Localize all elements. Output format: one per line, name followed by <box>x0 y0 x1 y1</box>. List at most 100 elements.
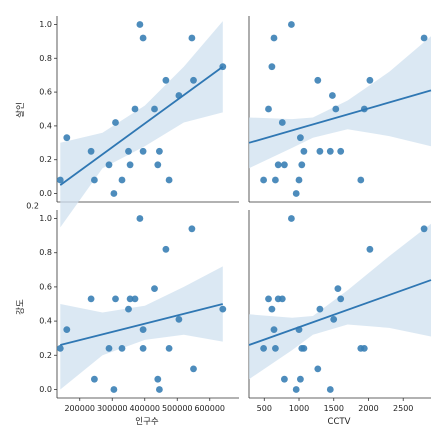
y-tick-label: 1.0 <box>39 20 52 29</box>
data-point <box>268 63 276 71</box>
data-point <box>281 161 288 169</box>
data-point <box>175 316 183 323</box>
data-point <box>337 147 345 155</box>
data-point <box>56 345 64 352</box>
data-point <box>110 386 118 393</box>
data-point <box>300 345 308 352</box>
confidence-band <box>249 36 431 169</box>
data-point <box>272 345 279 352</box>
stray-tick-label: 0.2 <box>26 202 39 211</box>
data-point <box>165 176 173 184</box>
y-tick-label: 0.2 <box>39 155 52 164</box>
data-point <box>326 386 334 393</box>
y-tick-label: 0.2 <box>39 351 52 360</box>
data-point <box>105 345 113 352</box>
data-point <box>288 215 295 222</box>
data-point <box>357 176 365 184</box>
y-tick-label: 1.0 <box>39 214 52 223</box>
panels: 0.0 0.2 0.4 0.6 0.8 1.0 0.0 0.2 0.4 0.6 0.8 1.0 2000… <box>39 16 432 413</box>
data-point <box>265 105 272 113</box>
data-point <box>420 34 428 42</box>
data-point <box>366 76 374 84</box>
x-axis-label-left: 인구수 <box>135 416 159 427</box>
data-point <box>139 345 147 352</box>
y-tick-label: 0.0 <box>39 189 52 198</box>
data-point <box>337 295 345 303</box>
data-point <box>260 176 267 184</box>
x-tick-label: 2500 <box>393 404 413 413</box>
y-tick-label: 0.4 <box>39 317 52 326</box>
data-point <box>326 147 334 155</box>
data-point <box>87 295 95 303</box>
x-tick-label: 300000 <box>97 404 128 413</box>
data-point <box>91 176 98 184</box>
data-point <box>270 326 278 333</box>
data-point <box>136 215 144 222</box>
data-point <box>156 147 163 155</box>
x-tick-label: 600000 <box>194 404 225 413</box>
data-point <box>151 285 158 292</box>
data-point <box>162 245 170 253</box>
data-point <box>298 161 306 169</box>
data-point <box>360 345 368 352</box>
data-point <box>330 316 338 323</box>
panel-top-left: 0.0 0.2 0.4 0.6 0.8 1.0 <box>39 16 239 228</box>
data-point <box>112 295 119 303</box>
data-point <box>316 147 324 155</box>
data-point <box>139 34 147 42</box>
data-point <box>125 147 132 155</box>
data-point <box>278 119 286 126</box>
regression-line <box>248 279 432 346</box>
data-point <box>366 245 374 253</box>
data-point <box>156 386 163 393</box>
regression-line <box>248 89 432 144</box>
data-point <box>151 105 158 113</box>
data-point <box>190 365 197 373</box>
data-point <box>332 105 340 113</box>
data-point <box>139 326 147 333</box>
y-tick-label: 0.6 <box>39 282 52 291</box>
data-point <box>136 21 144 28</box>
y-tick-label: 0.4 <box>39 121 52 130</box>
data-point <box>125 305 132 313</box>
data-point <box>268 305 276 313</box>
data-point <box>139 147 147 155</box>
data-point <box>281 375 288 383</box>
data-point <box>314 76 322 84</box>
data-point <box>297 134 304 142</box>
regression-line <box>59 65 224 186</box>
data-point <box>292 386 300 393</box>
data-point <box>292 190 300 197</box>
regression-line <box>60 303 223 346</box>
data-point <box>265 295 272 303</box>
x-tick-label: 400000 <box>129 404 160 413</box>
confidence-band <box>60 21 223 228</box>
data-point <box>154 161 162 169</box>
data-point <box>126 161 134 169</box>
y-axis-label-bottom: 강도 <box>15 299 26 315</box>
data-point <box>278 295 286 303</box>
data-point <box>91 375 98 383</box>
data-point <box>219 305 227 313</box>
data-point <box>131 295 139 303</box>
data-point <box>118 176 126 184</box>
data-point <box>297 375 304 383</box>
data-point <box>87 147 95 155</box>
data-point <box>126 295 134 303</box>
data-point <box>131 105 139 113</box>
data-point <box>105 161 113 169</box>
data-point <box>154 375 162 383</box>
data-point <box>110 190 118 197</box>
data-point <box>288 21 295 28</box>
data-point <box>420 225 428 233</box>
x-tick-label: 1500 <box>324 404 344 413</box>
data-point <box>162 76 170 84</box>
data-point <box>165 345 173 352</box>
x-tick-label: 500000 <box>162 404 193 413</box>
data-point <box>188 34 196 42</box>
x-axis-label-right: CCTV <box>328 417 351 427</box>
data-point <box>272 176 279 184</box>
data-point <box>63 134 71 142</box>
data-point <box>118 345 126 352</box>
